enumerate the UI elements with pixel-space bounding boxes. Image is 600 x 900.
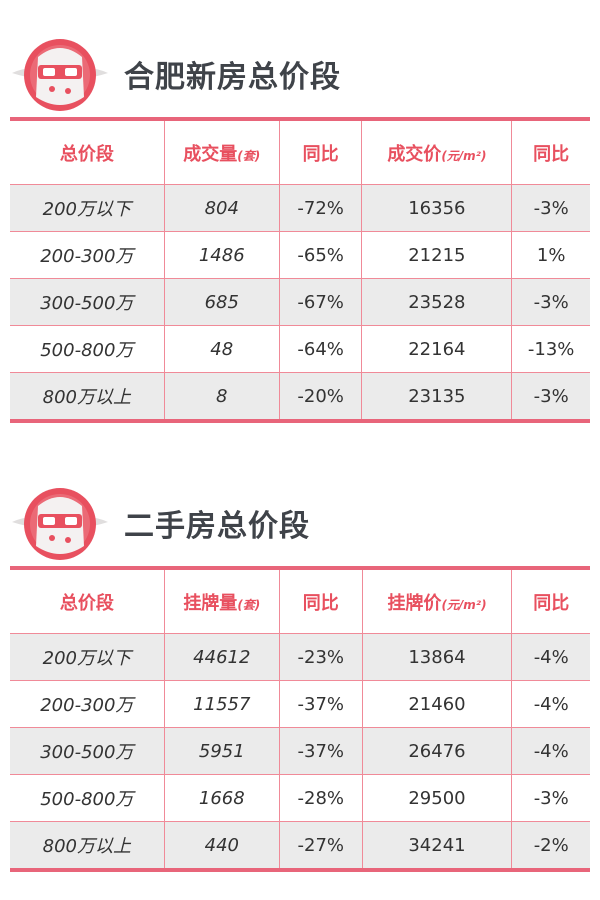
table-cell: 21460 [361, 680, 513, 728]
icon [10, 35, 110, 119]
header-cell: 成交量(套) [163, 119, 280, 185]
table-cell: 200-300万 [10, 680, 165, 728]
section: 二手房总价段 总价段 挂牌量(套) 同比 挂牌价(元/m²) 同比 200万以下 44612-… [0, 449, 600, 889]
header-text: 挂牌量 [183, 592, 238, 614]
header-cell: 挂牌价(元/m²) [361, 568, 513, 634]
table-cell: 21215 [361, 231, 513, 279]
table-cell: -23% [278, 633, 363, 681]
header-cell: 成交价(元/m²) [361, 119, 513, 185]
table-cell: -4% [511, 633, 590, 681]
table-cell: -3% [511, 774, 590, 822]
header-row: 总价段 成交量(套) 同比 成交价(元/m²) 同比 [10, 119, 590, 185]
table-cell: 11557 [163, 680, 280, 728]
table-cell: -64% [278, 325, 363, 373]
logo-icon [12, 488, 108, 560]
header-cell: 同比 [511, 568, 590, 634]
table-row: 200万以下 44612 -23% 13864 -4% [10, 633, 590, 681]
header-cell: 同比 [278, 119, 363, 185]
data-table: 总价段 成交量(套) 同比 成交价(元/m²) 同比 200万以下 804 -72% 16356… [10, 117, 590, 423]
table-cell: 23528 [361, 278, 513, 326]
table-cell: -20% [278, 372, 363, 422]
header-text: 同比 [302, 592, 339, 614]
header-text: 挂牌价 [387, 592, 442, 614]
table-row: 500-800万 48 -64% 22164 -13% [10, 325, 590, 373]
table-cell: 1668 [163, 774, 280, 822]
header-text: 总价段 [59, 592, 114, 614]
table-cell: -13% [511, 325, 590, 373]
table-cell: 200-300万 [10, 231, 165, 279]
section-title: 合肥新房总价段 [124, 60, 341, 95]
header-unit: (套) [237, 148, 261, 163]
table-cell: 34241 [361, 821, 513, 871]
table-row: 500-800万 1668 -28% 29500 -3% [10, 774, 590, 822]
table-cell: -3% [511, 184, 590, 232]
header-text: 成交量 [183, 143, 238, 165]
table-cell: 16356 [361, 184, 513, 232]
table-row: 800万以上 440 -27% 34241 -2% [10, 821, 590, 871]
section-title: 二手房总价段 [124, 509, 310, 544]
table-cell: 44612 [163, 633, 280, 681]
table-cell: 300-500万 [10, 278, 165, 326]
table-cell: 800万以上 [10, 821, 165, 871]
header-text: 同比 [533, 592, 570, 614]
header-cell: 同比 [278, 568, 363, 634]
table-cell: 13864 [361, 633, 513, 681]
table-cell: -4% [511, 727, 590, 775]
table-cell: 8 [163, 372, 280, 422]
table-cell: 200万以下 [10, 633, 165, 681]
table-row: 200-300万 11557 -37% 21460 -4% [10, 680, 590, 728]
table-cell: -3% [511, 278, 590, 326]
header-unit: (套) [237, 597, 261, 612]
table-cell: 26476 [361, 727, 513, 775]
logo-icon [12, 39, 108, 111]
table-cell: -27% [278, 821, 363, 871]
header-text: 同比 [533, 143, 570, 165]
table-row: 300-500万 5951 -37% 26476 -4% [10, 727, 590, 775]
table-cell: 23135 [361, 372, 513, 422]
table-cell: 685 [163, 278, 280, 326]
header-cell: 挂牌量(套) [163, 568, 280, 634]
table-cell: 804 [163, 184, 280, 232]
table-cell: -3% [511, 372, 590, 422]
table-cell: 5951 [163, 727, 280, 775]
table-cell: 48 [163, 325, 280, 373]
header-unit: (元/m²) [441, 597, 487, 612]
table-cell: -2% [511, 821, 590, 871]
table-cell: 440 [163, 821, 280, 871]
table-cell: -65% [278, 231, 363, 279]
header-cell: 总价段 [10, 568, 165, 634]
table-cell: 500-800万 [10, 325, 165, 373]
table-cell: 22164 [361, 325, 513, 373]
table-cell: -72% [278, 184, 363, 232]
header-row: 总价段 挂牌量(套) 同比 挂牌价(元/m²) 同比 [10, 568, 590, 634]
table-cell: -37% [278, 680, 363, 728]
table-cell: 800万以上 [10, 372, 165, 422]
table-cell: 300-500万 [10, 727, 165, 775]
table-row: 200-300万 1486 -65% 21215 1% [10, 231, 590, 279]
table-cell: -37% [278, 727, 363, 775]
table-cell: 1486 [163, 231, 280, 279]
table-cell: 1% [511, 231, 590, 279]
header-cell: 总价段 [10, 119, 165, 185]
table-cell: -67% [278, 278, 363, 326]
header-text: 同比 [302, 143, 339, 165]
table-cell: 29500 [361, 774, 513, 822]
table-cell: 500-800万 [10, 774, 165, 822]
table-cell: -28% [278, 774, 363, 822]
section: 合肥新房总价段 总价段 成交量(套) 同比 成交价(元/m²) 同比 200万以下 804 -7… [0, 0, 600, 440]
header-cell: 同比 [511, 119, 590, 185]
header-unit: (元/m²) [441, 148, 487, 163]
table-row: 300-500万 685 -67% 23528 -3% [10, 278, 590, 326]
table-row: 200万以下 804 -72% 16356 -3% [10, 184, 590, 232]
table-cell: 200万以下 [10, 184, 165, 232]
table-row: 800万以上 8 -20% 23135 -3% [10, 372, 590, 422]
header-text: 成交价 [387, 143, 442, 165]
data-table: 总价段 挂牌量(套) 同比 挂牌价(元/m²) 同比 200万以下 44612 -23% 138… [10, 566, 590, 872]
table-cell: -4% [511, 680, 590, 728]
icon [10, 484, 110, 568]
header-text: 总价段 [59, 143, 114, 165]
